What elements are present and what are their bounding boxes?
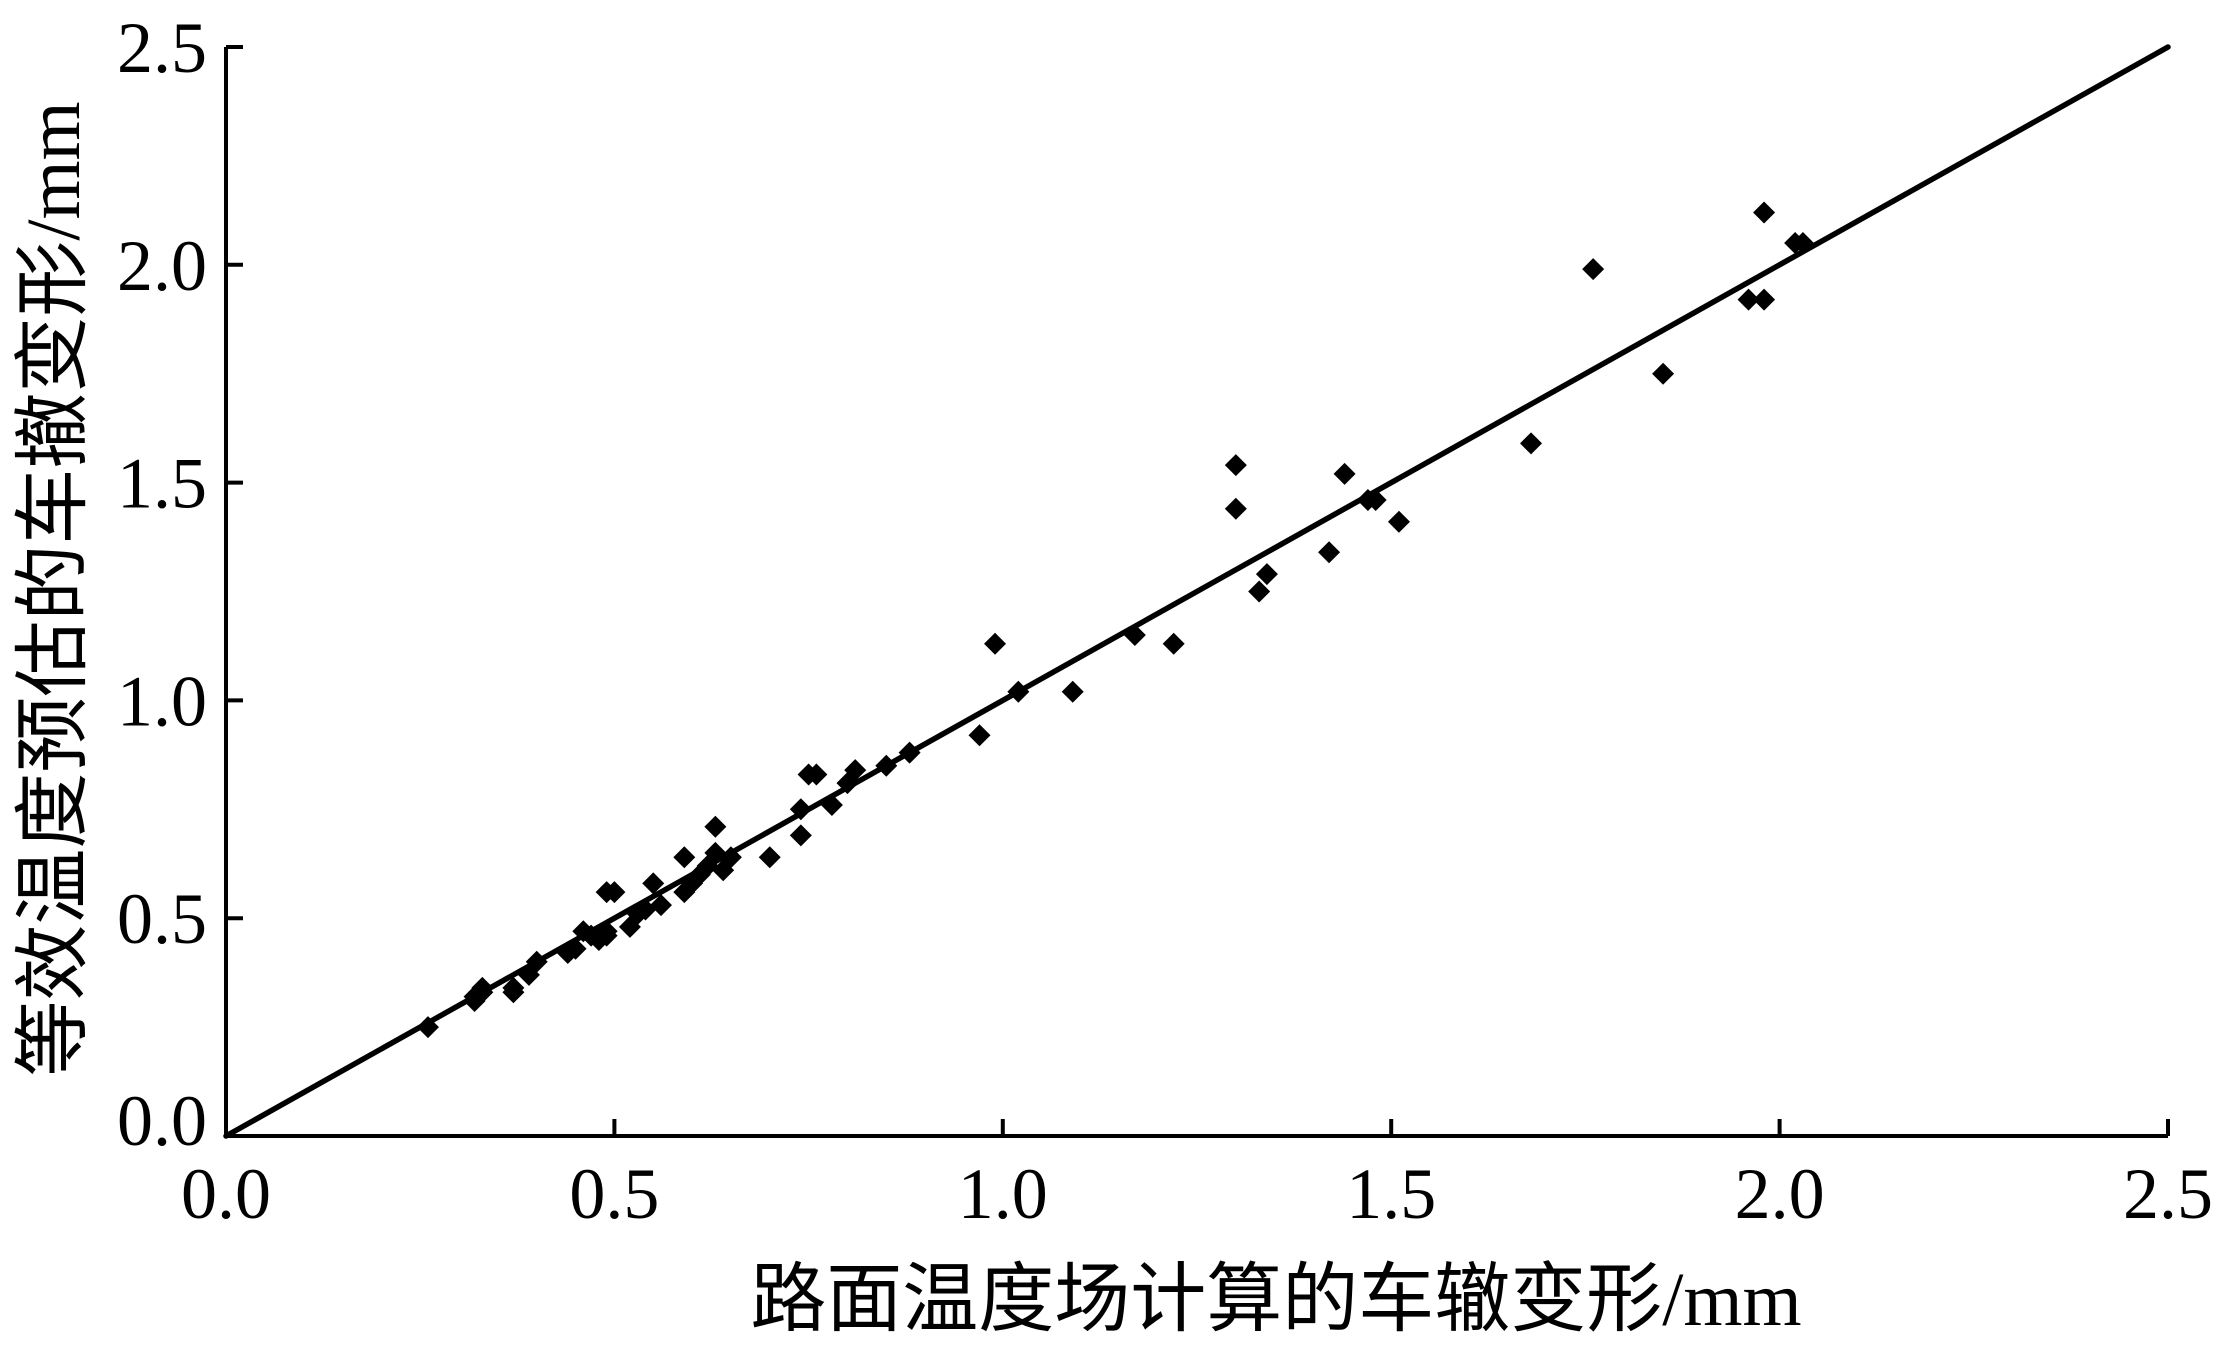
data-point (525, 950, 548, 973)
tick-labels: 0.0 0.5 1.0 1.5 2.0 2.5 0.0 0.5 1.0 1.5 2.0 2.5 (117, 8, 2213, 1234)
x-tick-label: 0.5 (569, 1154, 659, 1234)
data-point (564, 937, 587, 960)
data-point (1753, 288, 1776, 311)
y-tick-label: 2.5 (117, 8, 207, 88)
data-point (416, 1016, 439, 1039)
data-point (1061, 680, 1084, 703)
x-axis-label: 路面温度场计算的车辙变形/mm (750, 1258, 1801, 1342)
data-point (805, 763, 828, 786)
y-tick-label: 0.5 (117, 879, 207, 959)
data-point (673, 846, 696, 869)
axes (224, 47, 2168, 1138)
y-tick-label: 0.0 (117, 1081, 207, 1161)
data-point (603, 881, 626, 904)
data-point (1248, 580, 1271, 603)
x-tick-label: 0.0 (181, 1154, 271, 1234)
data-point (1123, 624, 1146, 647)
data-point (1007, 680, 1030, 703)
y-axis-label: 等效温度预估的车撤变形/mm (12, 101, 96, 1076)
ticks (224, 45, 2170, 1138)
data-point (650, 894, 673, 917)
data-point (1224, 454, 1247, 477)
data-point (642, 872, 665, 895)
data-point (1333, 462, 1356, 485)
data-point (844, 759, 867, 782)
data-point (789, 824, 812, 847)
x-tick-label: 2.0 (1735, 1154, 1825, 1234)
data-point (1753, 201, 1776, 224)
data-point (502, 981, 525, 1004)
data-point (1255, 563, 1278, 586)
data-point (1520, 432, 1543, 455)
y-tick-label: 1.5 (117, 444, 207, 524)
data-point (820, 793, 843, 816)
y-tick-label: 2.0 (117, 226, 207, 306)
data-point (1318, 541, 1341, 564)
data-point (1582, 258, 1605, 281)
y-tick-label: 1.0 (117, 661, 207, 741)
data-point (471, 976, 494, 999)
x-tick-label: 1.0 (958, 1154, 1048, 1234)
data-point (968, 724, 991, 747)
data-point (1162, 632, 1185, 655)
data-point (789, 798, 812, 821)
data-point (634, 898, 657, 921)
fit-line-group (223, 44, 2171, 1139)
fit-line (223, 44, 2171, 1139)
data-point (595, 920, 618, 943)
x-tick-label: 2.5 (2123, 1154, 2213, 1234)
data-point (1224, 497, 1247, 520)
data-point (898, 741, 921, 764)
data-point (704, 815, 727, 838)
data-point (1737, 288, 1760, 311)
data-point (1387, 510, 1410, 533)
x-tick-label: 1.5 (1346, 1154, 1436, 1234)
data-point (875, 754, 898, 777)
data-point (1652, 362, 1675, 385)
data-points (416, 201, 1814, 1039)
data-point (758, 846, 781, 869)
data-point (1791, 232, 1814, 255)
data-point (984, 632, 1007, 655)
data-point (1364, 489, 1387, 512)
data-point (719, 846, 742, 869)
data-point (704, 841, 727, 864)
